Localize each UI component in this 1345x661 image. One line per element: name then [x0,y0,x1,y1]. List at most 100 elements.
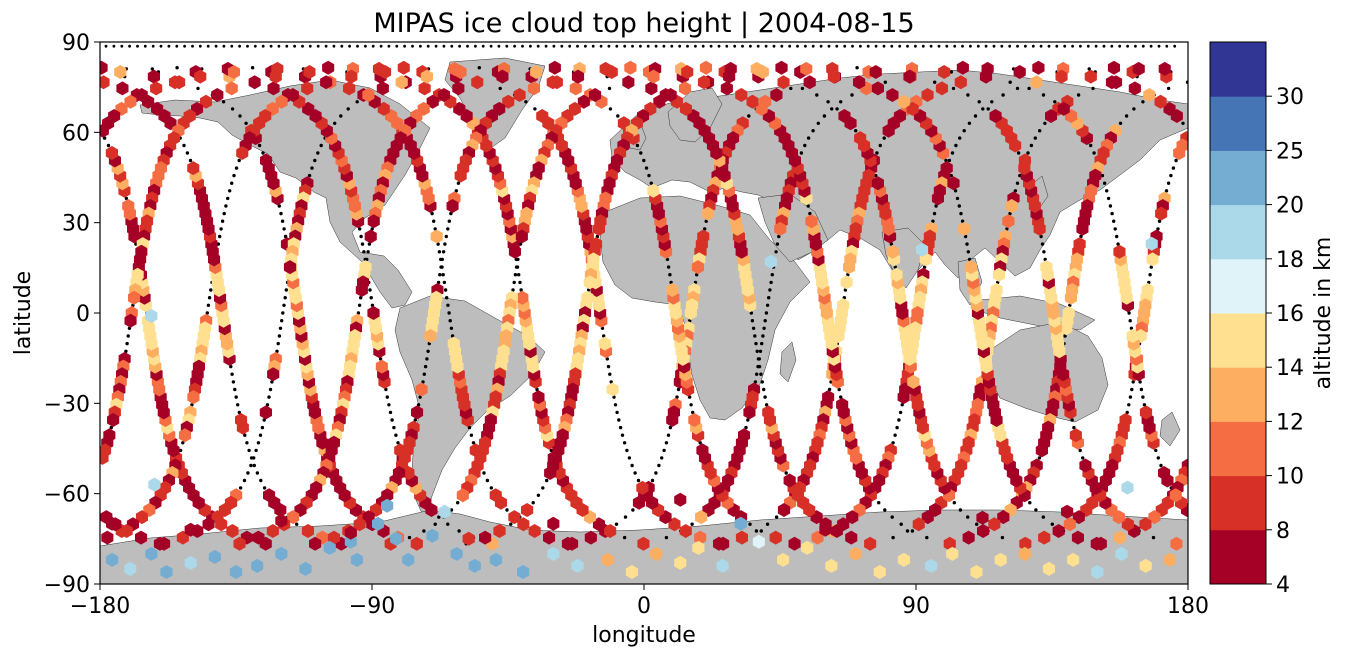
orbit-dot [764,311,769,315]
orbit-dot [767,296,771,300]
orbit-dot [750,319,755,323]
orbit-dot [606,364,611,369]
cloud-point [233,536,246,551]
orbit-dot [839,395,843,399]
colorbar-tick-label: 10 [1276,465,1304,490]
cloud-point [589,88,602,102]
cloud-point [962,530,975,545]
cloud-point [275,546,288,561]
cloud-point [1067,552,1080,567]
orbit-dot [497,44,501,48]
cloud-point [415,382,428,397]
orbit-dot [620,433,625,437]
cloud-point [764,254,777,269]
cloud-point [418,81,431,96]
cloud-point [783,473,796,488]
cloud-point [645,81,658,96]
orbit-dot [660,456,664,460]
orbit-dot [960,219,965,223]
orbit-dot [1076,93,1081,97]
orbit-dot [214,44,218,48]
cloud-point [377,101,390,116]
cloud-point [390,531,403,546]
cloud-point [135,530,148,545]
orbit-dot [433,227,437,231]
orbit-dot [1039,44,1043,48]
cloud-point [846,510,859,525]
land-madagascar [779,341,797,383]
orbit-dot [260,425,265,430]
orbit-dot [1106,196,1111,201]
cloud-point [1042,561,1055,576]
orbit-dot [1086,44,1090,48]
cloud-point [912,517,925,532]
orbit-dot [552,44,556,48]
cloud-point [1158,466,1171,480]
orbit-dot [1110,211,1114,216]
orbit-dot [675,395,679,399]
orbit-dot [899,522,903,526]
cloud-point [355,283,368,297]
cloud-point [947,176,960,191]
orbit-dot [188,158,193,163]
cloud-point [1163,552,1176,567]
cloud-point [994,552,1007,567]
orbit-dot [489,44,493,48]
orbit-dot [284,288,288,292]
orbit-dot [234,395,238,399]
orbit-dot [517,273,521,277]
orbit-dot [443,288,448,292]
cloud-point [720,81,733,96]
cloud-point [1139,517,1152,532]
orbit-dot [359,296,363,300]
orbit-dot [333,121,337,126]
cloud-point [788,536,801,551]
orbit-dot [230,44,234,48]
orbit-dot [963,234,968,239]
cloud-point [1076,221,1089,236]
cloud-point [830,524,843,538]
orbit-dot [1043,257,1047,262]
orbit-dot [762,387,766,392]
cloud-point [548,60,561,75]
cloud-point [362,510,375,525]
orbit-dot [654,471,658,475]
orbit-dot [1018,173,1022,178]
cloud-point [679,524,692,538]
orbit-dot [1079,234,1083,239]
orbit-dot [906,44,909,48]
orbit-dot [1070,418,1074,422]
cloud-point [992,267,1005,282]
cloud-point [886,88,899,102]
orbit-dot [167,44,171,48]
orbit-dot [255,471,260,475]
orbit-dot [1016,151,1021,155]
cloud-point [735,88,748,102]
cloud-point [260,153,273,168]
orbit-dot [1181,121,1185,126]
orbit-dot [753,334,757,338]
cloud-point [372,516,385,531]
orbit-dot [430,211,434,216]
cloud-point [819,522,832,537]
cloud-point [838,109,851,123]
cloud-point [211,510,224,525]
cloud-point [1126,329,1139,343]
cloud-point [853,75,866,90]
orbit-dot [900,403,904,407]
cloud-point [770,88,783,102]
cloud-point [688,413,701,427]
orbit-dot [875,151,879,155]
orbit-dot [958,508,963,512]
cloud-point [584,530,597,545]
orbit-dot [691,410,695,415]
cloud-point [513,88,526,102]
cloud-point [426,94,439,109]
orbit-dot [442,44,446,48]
cloud-point [637,536,650,551]
orbit-dot [891,535,895,540]
orbit-dot [436,242,440,246]
orbit-dot [883,508,887,512]
orbit-dot [207,296,212,300]
orbit-dot [1148,273,1152,277]
